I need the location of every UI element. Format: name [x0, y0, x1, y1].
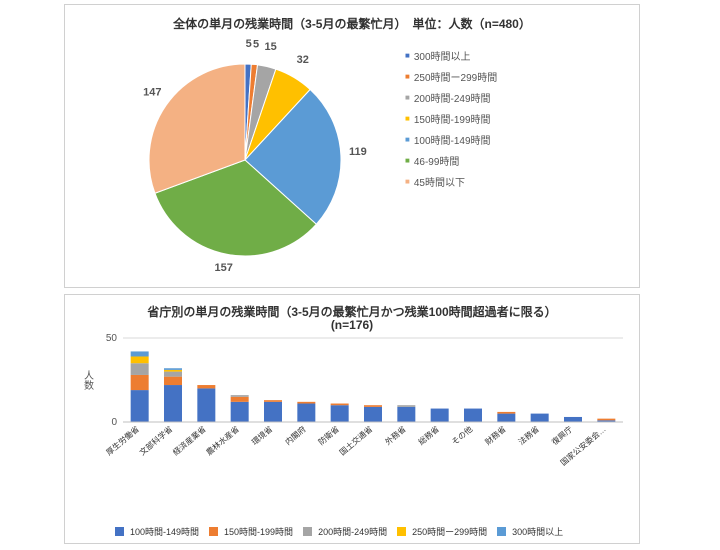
x-tick-label: 復興庁: [549, 424, 574, 447]
pie-legend-item: ■■300時間以上: [405, 48, 629, 63]
bar-segment: [397, 405, 415, 407]
pie-legend-label: 46-99時間: [414, 153, 460, 168]
pie-legend-label: 100時間-149時間: [414, 132, 491, 147]
bar-segment: [131, 375, 149, 390]
bar-legend-item: 250時間ー299時間: [397, 525, 487, 538]
y-axis-label: 人数: [82, 370, 94, 391]
x-tick-label: 農林水産省: [204, 424, 241, 457]
bar-legend-item: 300時間以上: [497, 525, 563, 538]
pie-data-label: 157: [215, 262, 233, 272]
bar-segment: [364, 407, 382, 422]
bar-segment: [531, 414, 549, 422]
bar-legend: 100時間-149時間 150時間-199時間 200時間-249時間 250時間ー2…: [115, 523, 629, 540]
bar-segment: [231, 402, 249, 422]
pie-legend-label: 45時間以下: [414, 174, 465, 189]
pie-legend-item: ■■46-99時間: [405, 153, 629, 168]
bar-segment: [497, 412, 515, 414]
x-tick-label: その他: [449, 424, 474, 447]
bar-segment: [197, 385, 215, 388]
pie-legend-label: 250時間ー299時間: [414, 69, 497, 84]
bar-segment: [431, 409, 449, 422]
bar-segment: [464, 409, 482, 422]
bar-segment: [164, 370, 182, 372]
pie-data-label: 32: [297, 54, 309, 66]
bar-segment: [331, 405, 349, 422]
pie-data-label: 5: [246, 38, 252, 50]
pie-legend-label: 150時間-199時間: [414, 111, 491, 126]
x-tick-label: 環境省: [249, 424, 274, 447]
bar-legend-item: 200時間-249時間: [303, 525, 387, 538]
bar-segment: [131, 356, 149, 363]
bar-segment: [364, 405, 382, 407]
x-tick-label: 経済産業省: [171, 424, 208, 457]
pie-data-label: 15: [265, 41, 277, 53]
x-tick-label: 国土交通省: [337, 424, 374, 457]
x-tick-label: 文部科学省: [137, 424, 174, 457]
bar-legend-item: 100時間-149時間: [115, 525, 199, 538]
bar-segment: [497, 414, 515, 422]
bar-legend-label: 300時間以上: [512, 525, 563, 538]
bar-segment: [164, 368, 182, 370]
bar-segment: [264, 400, 282, 402]
x-tick-label: 厚生労働省: [104, 424, 141, 457]
pie-legend-item: ■■100時間-149時間: [405, 132, 629, 147]
pie-legend-item: ■■45時間以下: [405, 174, 629, 189]
bar-segment: [297, 404, 315, 422]
pie-chart-area: 55 15 32 119 157 147: [65, 32, 405, 272]
bar-segment: [231, 397, 249, 402]
pie-legend: ■■300時間以上 ■■250時間ー299時間 ■■200時間-249時間 ■■150…: [405, 32, 639, 272]
bar-segment: [164, 377, 182, 385]
bar-segment: [164, 385, 182, 422]
bar-segment: [164, 372, 182, 377]
bar-segment: [264, 402, 282, 422]
pie-legend-item: ■■150時間-199時間: [405, 111, 629, 126]
x-tick-label: 外務省: [383, 424, 408, 447]
x-tick-label: 防衛省: [316, 424, 341, 447]
x-tick-label: 財務省: [483, 424, 508, 447]
bar-segment: [197, 388, 215, 422]
bar-legend-label: 100時間-149時間: [130, 525, 199, 538]
pie-chart-panel: 全体の単月の残業時間（3-5月の最繁忙月） 単位：人数（n=480） 55 15 3…: [64, 4, 640, 288]
bar-segment: [131, 351, 149, 356]
y-tick-label: 50: [106, 333, 118, 344]
bar-segment: [564, 417, 582, 422]
y-tick-label: 0: [111, 417, 117, 428]
pie-legend-label: 200時間-249時間: [414, 90, 491, 105]
bar-chart-area: 0 50 人数厚生労働省文部科学省経済産業省農林水産省環境省内閣府防衛省国土交通省外…: [65, 332, 639, 542]
bar-chart-subtitle: (n=176): [65, 318, 639, 332]
bar-legend-label: 250時間ー299時間: [412, 525, 487, 538]
bar-legend-label: 200時間-249時間: [318, 525, 387, 538]
bar-segment: [297, 402, 315, 404]
pie-data-label: 5: [253, 39, 259, 51]
bar-legend-item: 150時間-199時間: [209, 525, 293, 538]
bar-segment: [597, 419, 615, 421]
pie-data-label: 147: [143, 86, 161, 98]
bar-legend-label: 150時間-199時間: [224, 525, 293, 538]
bar-segment: [231, 395, 249, 397]
x-tick-label: 総務省: [416, 424, 441, 447]
x-tick-label: 法務省: [516, 424, 541, 447]
bar-chart-panel: 省庁別の単月の残業時間（3-5月の最繁忙月かつ残業100時間超過者に限る） (n…: [64, 294, 640, 544]
pie-legend-item: ■■250時間ー299時間: [405, 69, 629, 84]
bar-segment: [131, 363, 149, 375]
pie-data-label: 119: [349, 146, 367, 158]
x-tick-label: 内閣府: [283, 424, 308, 447]
pie-chart-title: 全体の単月の残業時間（3-5月の最繁忙月） 単位：人数（n=480）: [65, 15, 639, 32]
bar-segment: [397, 407, 415, 422]
pie-legend-label: 300時間以上: [414, 48, 471, 63]
pie-legend-item: ■■200時間-249時間: [405, 90, 629, 105]
bar-segment: [331, 404, 349, 406]
bar-segment: [131, 390, 149, 422]
